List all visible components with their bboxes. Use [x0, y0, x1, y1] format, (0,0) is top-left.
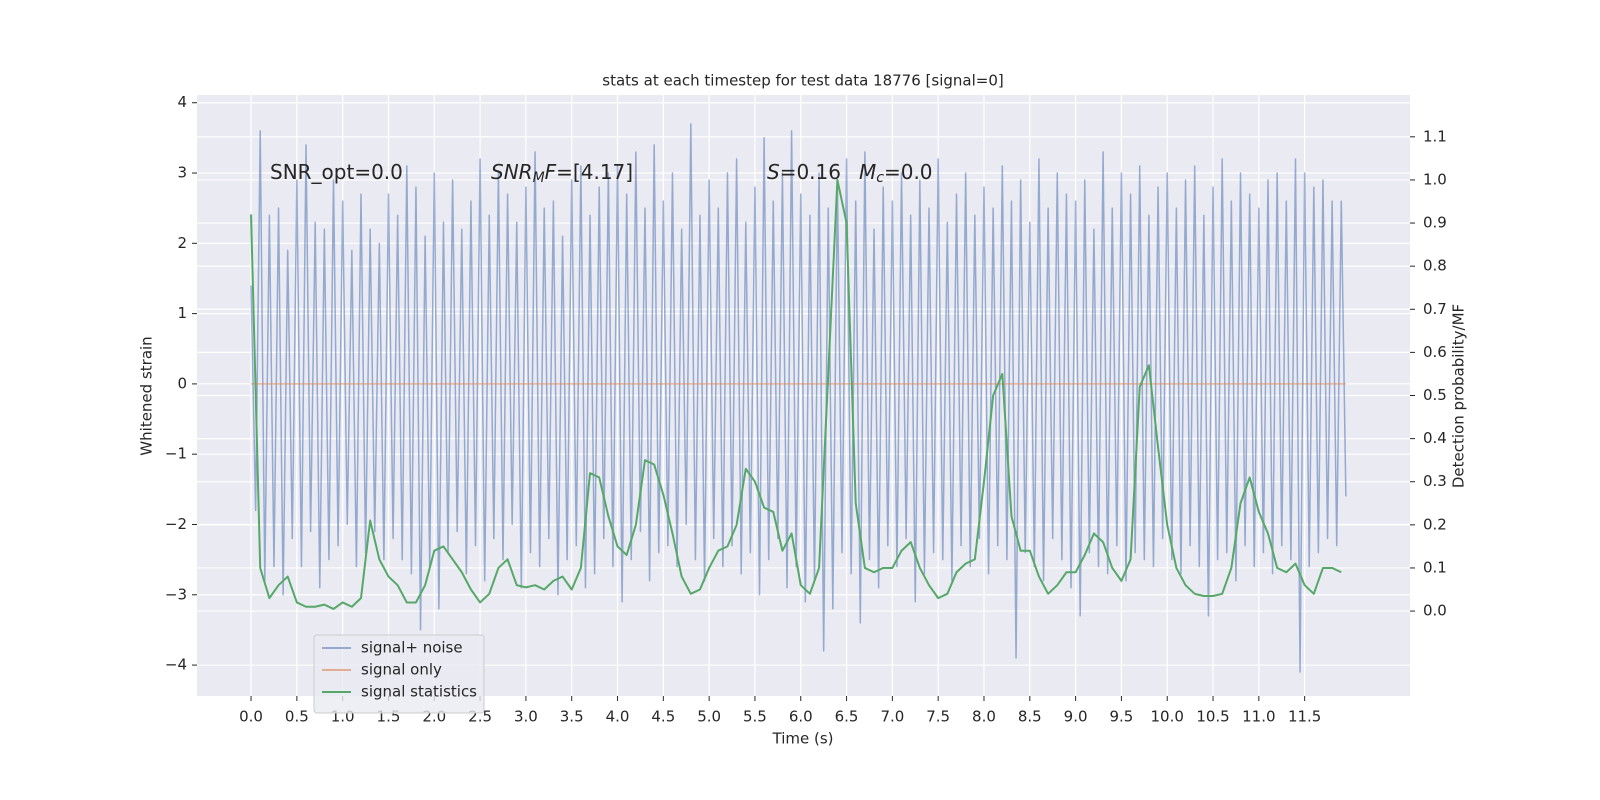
- y-tick-label: −3: [165, 585, 187, 603]
- annotation-run: SNR: [491, 160, 533, 184]
- labels: 0.0 0.5 1.0 1.5 2.0 2.5 3.0 3.5 4.0 4.5 5.0 5.5 6.0 6…: [165, 93, 1447, 725]
- annotation: SNRMF=[4.17]: [491, 160, 633, 187]
- annotation-run: S: [767, 160, 780, 184]
- y2-tick-label: 0.1: [1423, 558, 1447, 576]
- data-layer: [250, 123, 1347, 673]
- annotation-run: F: [545, 160, 557, 184]
- y2-tick-label: 1.0: [1423, 170, 1447, 188]
- x-tick-label: 6.0: [789, 708, 813, 726]
- annotation-run: M: [859, 160, 876, 184]
- legend-label: signal+ noise: [361, 639, 463, 657]
- annotation: SNR_opt=0.0: [270, 160, 403, 184]
- annotation-run: c: [876, 170, 884, 186]
- y2-tick-label: 0.8: [1423, 257, 1447, 275]
- y2-tick-label: 0.7: [1423, 300, 1447, 318]
- x-tick-label: 6.5: [835, 708, 859, 726]
- y2-axis-label: Detection probability/MF: [1450, 304, 1468, 488]
- y2-tick-label: 0.4: [1423, 429, 1447, 447]
- annotation-run: M: [533, 170, 545, 186]
- x-tick-label: 8.5: [1018, 708, 1042, 726]
- y-tick-label: −4: [165, 656, 187, 674]
- x-tick-label: 3.5: [560, 708, 584, 726]
- x-tick-label: 10.5: [1196, 708, 1229, 726]
- x-tick-label: 4.5: [651, 708, 675, 726]
- x-tick-label: 11.0: [1242, 708, 1275, 726]
- y-tick-label: 2: [177, 234, 187, 252]
- annotation-run: SNR_opt=0.0: [270, 160, 403, 184]
- y2-tick-label: 0.2: [1423, 515, 1447, 533]
- legend-label: signal statistics: [361, 683, 477, 701]
- annotation: S=0.16: [767, 160, 841, 184]
- x-tick-label: 9.0: [1064, 708, 1088, 726]
- annotation-run: =[4.17]: [556, 160, 633, 184]
- x-tick-label: 9.5: [1109, 708, 1133, 726]
- y2-tick-label: 0.0: [1423, 602, 1447, 620]
- y-axis-label: Whitened strain: [138, 336, 156, 455]
- series-line: [250, 123, 1347, 673]
- annotation-run: =0.0: [884, 160, 933, 184]
- y2-tick-label: 0.5: [1423, 386, 1447, 404]
- annotation: Mc=0.0: [859, 160, 933, 187]
- y-tick-label: 3: [177, 164, 187, 182]
- x-tick-label: 0.0: [239, 708, 263, 726]
- y-tick-label: 1: [177, 304, 187, 322]
- legend-box: [313, 634, 485, 714]
- y2-tick-label: 1.1: [1423, 127, 1447, 145]
- legend-label: signal only: [361, 661, 442, 679]
- y2-tick-label: 0.3: [1423, 472, 1447, 490]
- x-tick-label: 8.0: [972, 708, 996, 726]
- annotation-run: =0.16: [780, 160, 841, 184]
- y-tick-label: −1: [165, 445, 187, 463]
- series-line: [250, 178, 1342, 610]
- x-tick-label: 10.0: [1151, 708, 1184, 726]
- y2-tick-label: 0.6: [1423, 343, 1447, 361]
- x-tick-label: 3.0: [514, 708, 538, 726]
- x-tick-label: 7.5: [926, 708, 950, 726]
- y-tick-label: 4: [177, 93, 187, 111]
- chart-title: stats at each timestep for test data 187…: [602, 72, 1003, 90]
- x-tick-label: 11.5: [1288, 708, 1321, 726]
- x-axis-label: Time (s): [772, 730, 834, 748]
- x-tick-label: 4.0: [606, 708, 630, 726]
- x-tick-label: 7.0: [880, 708, 904, 726]
- x-tick-label: 5.5: [743, 708, 767, 726]
- x-tick-label: 5.0: [697, 708, 721, 726]
- y-tick-label: 0: [177, 374, 187, 392]
- x-tick-label: 0.5: [285, 708, 309, 726]
- y2-tick-label: 0.9: [1423, 214, 1447, 232]
- y-tick-label: −2: [165, 515, 187, 533]
